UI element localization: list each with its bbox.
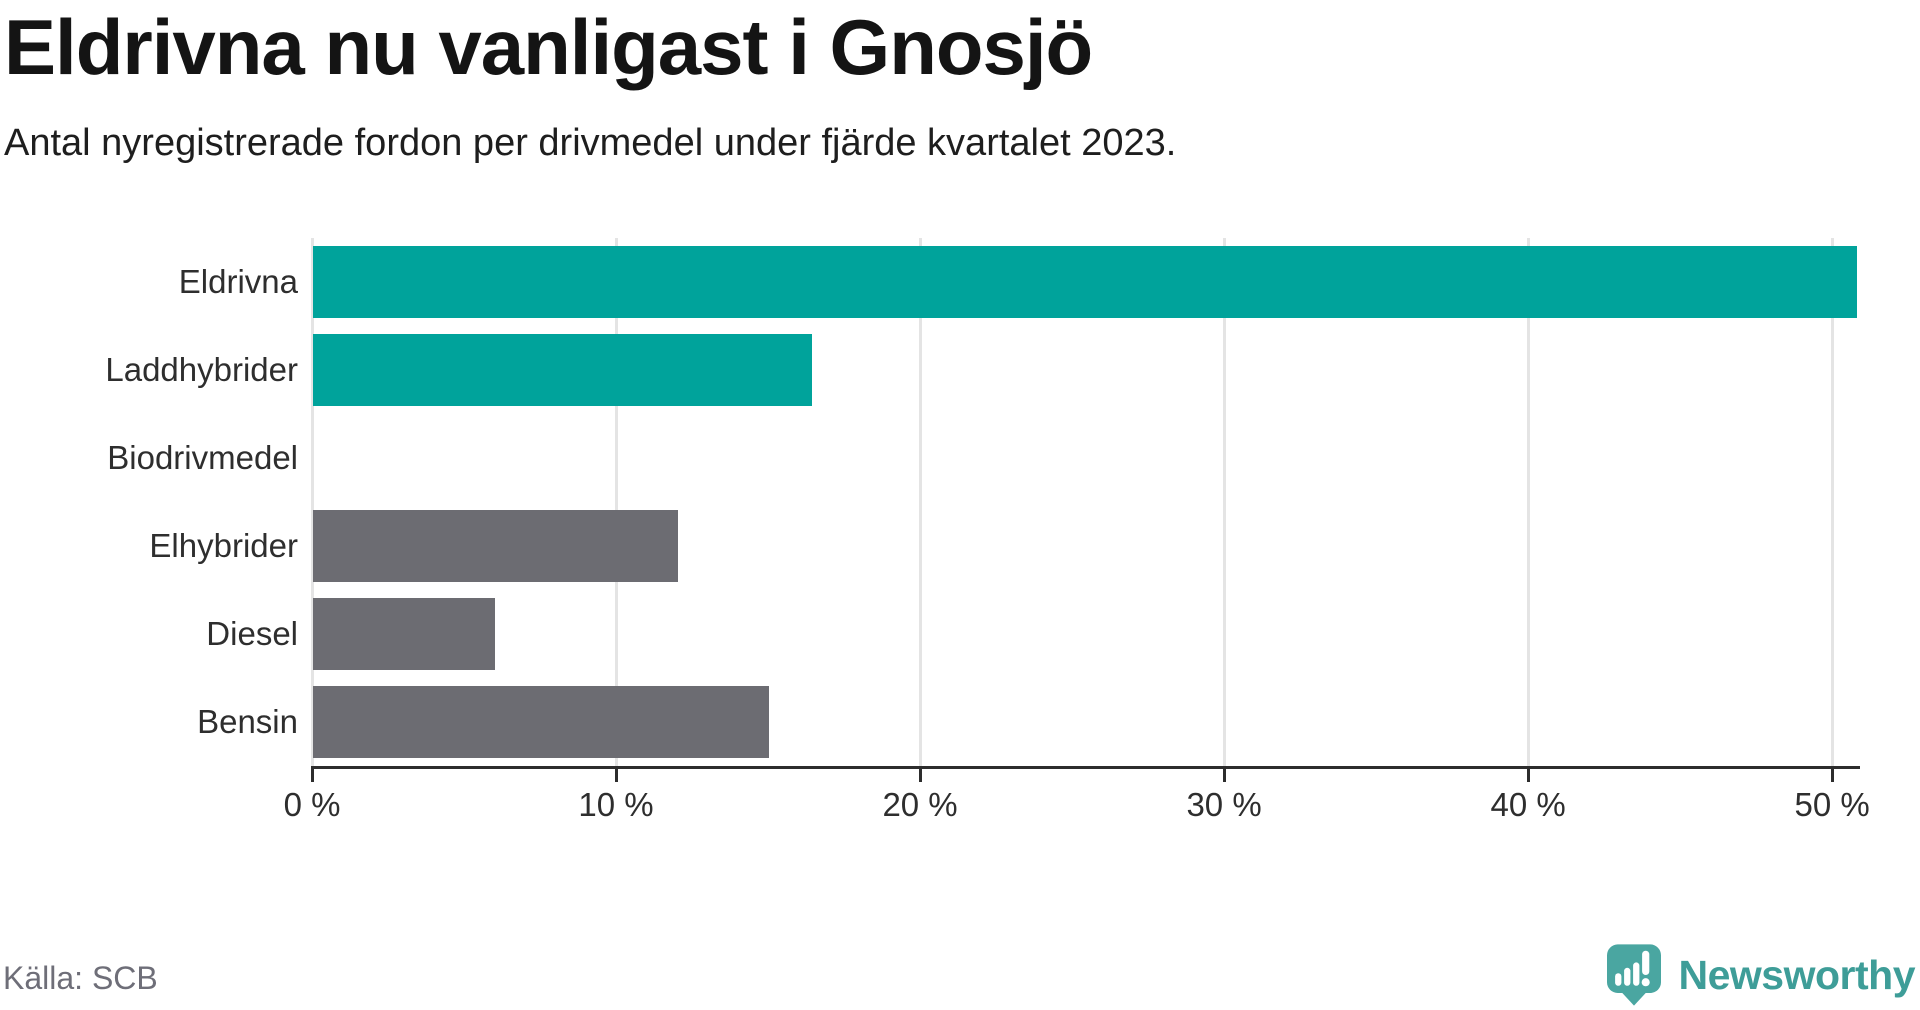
gridline-50 xyxy=(1831,238,1835,766)
bar-bensin xyxy=(313,686,770,758)
tick-40 xyxy=(1527,769,1531,782)
category-label-diesel: Diesel xyxy=(206,615,298,652)
gridline-40 xyxy=(1527,238,1531,766)
gridline-10 xyxy=(615,238,619,766)
x-axis-line xyxy=(311,766,1860,769)
tick-label-0: 0 % xyxy=(283,786,341,823)
bar-diesel xyxy=(313,598,496,670)
tick-label-50: 50 % xyxy=(1794,786,1870,823)
bar-row-eldrivna xyxy=(311,238,1860,326)
tick-50 xyxy=(1831,769,1835,782)
bar-laddhybrider xyxy=(313,334,812,406)
category-label-elhybrider: Elhybrider xyxy=(149,527,298,564)
bar-row-elhybrider xyxy=(311,502,1860,590)
tick-label-40: 40 % xyxy=(1490,786,1566,823)
source-label: Källa: SCB xyxy=(3,960,158,996)
bar-row-biodrivmedel xyxy=(311,414,1860,502)
chart-title: Eldrivna nu vanligast i Gnosjö xyxy=(4,3,1093,91)
newsworthy-logo: Newsworthy xyxy=(1606,944,1916,1006)
tick-0 xyxy=(311,769,314,782)
bar-elhybrider xyxy=(313,510,678,582)
gridline-20 xyxy=(919,238,923,766)
gridline-0 xyxy=(311,238,314,766)
tick-20 xyxy=(919,769,923,782)
tick-10 xyxy=(615,769,619,782)
category-label-bensin: Bensin xyxy=(197,703,298,740)
chart-subtitle: Antal nyregistrerade fordon per drivmede… xyxy=(4,122,1177,164)
category-label-eldrivna: Eldrivna xyxy=(178,263,298,300)
tick-label-20: 20 % xyxy=(882,786,958,823)
tick-label-10: 10 % xyxy=(578,786,654,823)
newsworthy-bubble-icon xyxy=(1606,944,1661,1006)
plot-area xyxy=(311,238,1860,766)
bar-row-diesel xyxy=(311,590,1860,678)
category-labels: Eldrivna Laddhybrider Biodrivmedel Elhybrid… xyxy=(0,238,298,766)
tick-label-30: 30 % xyxy=(1186,786,1262,823)
category-label-biodrivmedel: Biodrivmedel xyxy=(107,439,298,476)
gridline-30 xyxy=(1223,238,1227,766)
newsworthy-wordmark: Newsworthy xyxy=(1678,951,1916,998)
category-label-laddhybrider: Laddhybrider xyxy=(105,351,298,388)
bar-row-laddhybrider xyxy=(311,326,1860,414)
bar-eldrivna xyxy=(313,246,1858,318)
tick-30 xyxy=(1223,769,1227,782)
bar-row-bensin xyxy=(311,678,1860,766)
